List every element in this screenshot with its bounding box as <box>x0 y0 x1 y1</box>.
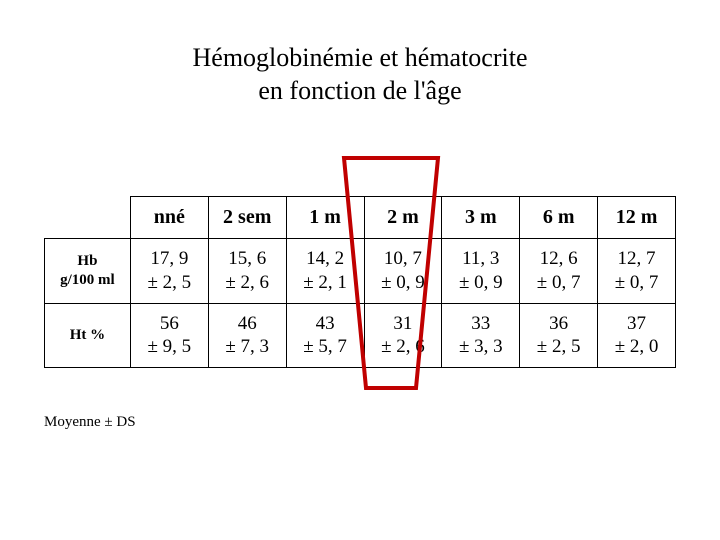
data-cell: 37± 2, 0 <box>598 303 676 368</box>
cell-mean: 46 <box>238 313 257 334</box>
table-header-row: nné 2 sem 1 m 2 m 3 m 6 m 12 m <box>45 197 676 239</box>
data-cell: 14, 2 ± 2, 1 <box>286 239 364 304</box>
cell-sd: ± 0, 9 <box>459 272 503 293</box>
data-cell: 56± 9, 5 <box>130 303 208 368</box>
data-cell: 17, 9 ± 2, 5 <box>130 239 208 304</box>
data-cell: 15, 6 ± 2, 6 <box>208 239 286 304</box>
title-line-2: en fonction de l'âge <box>258 76 461 105</box>
cell-sd: ± 3, 3 <box>459 336 503 357</box>
cell-sd: ± 2, 6 <box>381 336 425 357</box>
cell-mean: 36 <box>549 313 568 334</box>
cell-sd: ± 0, 7 <box>615 272 659 293</box>
col-header: 12 m <box>598 197 676 239</box>
cell-mean: 12, 6 <box>540 248 578 269</box>
cell-sd: ± 0, 9 <box>381 272 425 293</box>
data-cell: 12, 7 ± 0, 7 <box>598 239 676 304</box>
data-cell: 12, 6 ± 0, 7 <box>520 239 598 304</box>
cell-mean: 17, 9 <box>150 248 188 269</box>
cell-mean: 15, 6 <box>228 248 266 269</box>
data-cell: 11, 3 ± 0, 9 <box>442 239 520 304</box>
page-title: Hémoglobinémie et hématocrite en fonctio… <box>0 0 720 107</box>
row-header-line: Ht % <box>70 327 105 343</box>
row-header-line: Hbg/100 ml <box>60 253 115 288</box>
data-cell: 33± 3, 3 <box>442 303 520 368</box>
cell-mean: 10, 7 <box>384 248 422 269</box>
cell-sd: ± 2, 5 <box>537 336 581 357</box>
row-header-ht: Ht % <box>45 303 131 368</box>
cell-mean: 11, 3 <box>462 248 499 269</box>
cell-mean: 12, 7 <box>618 248 656 269</box>
col-header: 2 m <box>364 197 442 239</box>
cell-mean: 37 <box>627 313 646 334</box>
col-header: 6 m <box>520 197 598 239</box>
cell-sd: ± 2, 5 <box>147 272 191 293</box>
data-cell: 31± 2, 6 <box>364 303 442 368</box>
cell-mean: 33 <box>471 313 490 334</box>
col-header: nné <box>130 197 208 239</box>
data-table-container: nné 2 sem 1 m 2 m 3 m 6 m 12 m Hbg/100 m… <box>44 196 676 368</box>
table-row: Hbg/100 ml 17, 9 ± 2, 5 15, 6 ± 2, 6 14, 2… <box>45 239 676 304</box>
cell-sd: ± 2, 1 <box>303 272 347 293</box>
table-row: Ht % 56± 9, 5 46± 7, 3 43± 5, 7 31± 2, 6… <box>45 303 676 368</box>
cell-mean: 56 <box>160 313 179 334</box>
cell-sd: ± 0, 7 <box>537 272 581 293</box>
cell-mean: 43 <box>316 313 335 334</box>
row-header-hb: Hbg/100 ml <box>45 239 131 304</box>
title-line-1: Hémoglobinémie et hématocrite <box>193 43 528 72</box>
data-cell: 36± 2, 5 <box>520 303 598 368</box>
data-cell: 43± 5, 7 <box>286 303 364 368</box>
col-header: 1 m <box>286 197 364 239</box>
col-header: 2 sem <box>208 197 286 239</box>
cell-sd: ± 5, 7 <box>303 336 347 357</box>
table-corner-cell <box>45 197 131 239</box>
cell-mean: 31 <box>393 313 412 334</box>
cell-mean: 14, 2 <box>306 248 344 269</box>
cell-sd: ± 2, 6 <box>225 272 269 293</box>
col-header: 3 m <box>442 197 520 239</box>
data-table: nné 2 sem 1 m 2 m 3 m 6 m 12 m Hbg/100 m… <box>44 196 676 368</box>
footnote: Moyenne ± DS <box>44 414 136 431</box>
data-cell: 10, 7 ± 0, 9 <box>364 239 442 304</box>
cell-sd: ± 7, 3 <box>225 336 269 357</box>
cell-sd: ± 2, 0 <box>615 336 659 357</box>
data-cell: 46± 7, 3 <box>208 303 286 368</box>
cell-sd: ± 9, 5 <box>147 336 191 357</box>
